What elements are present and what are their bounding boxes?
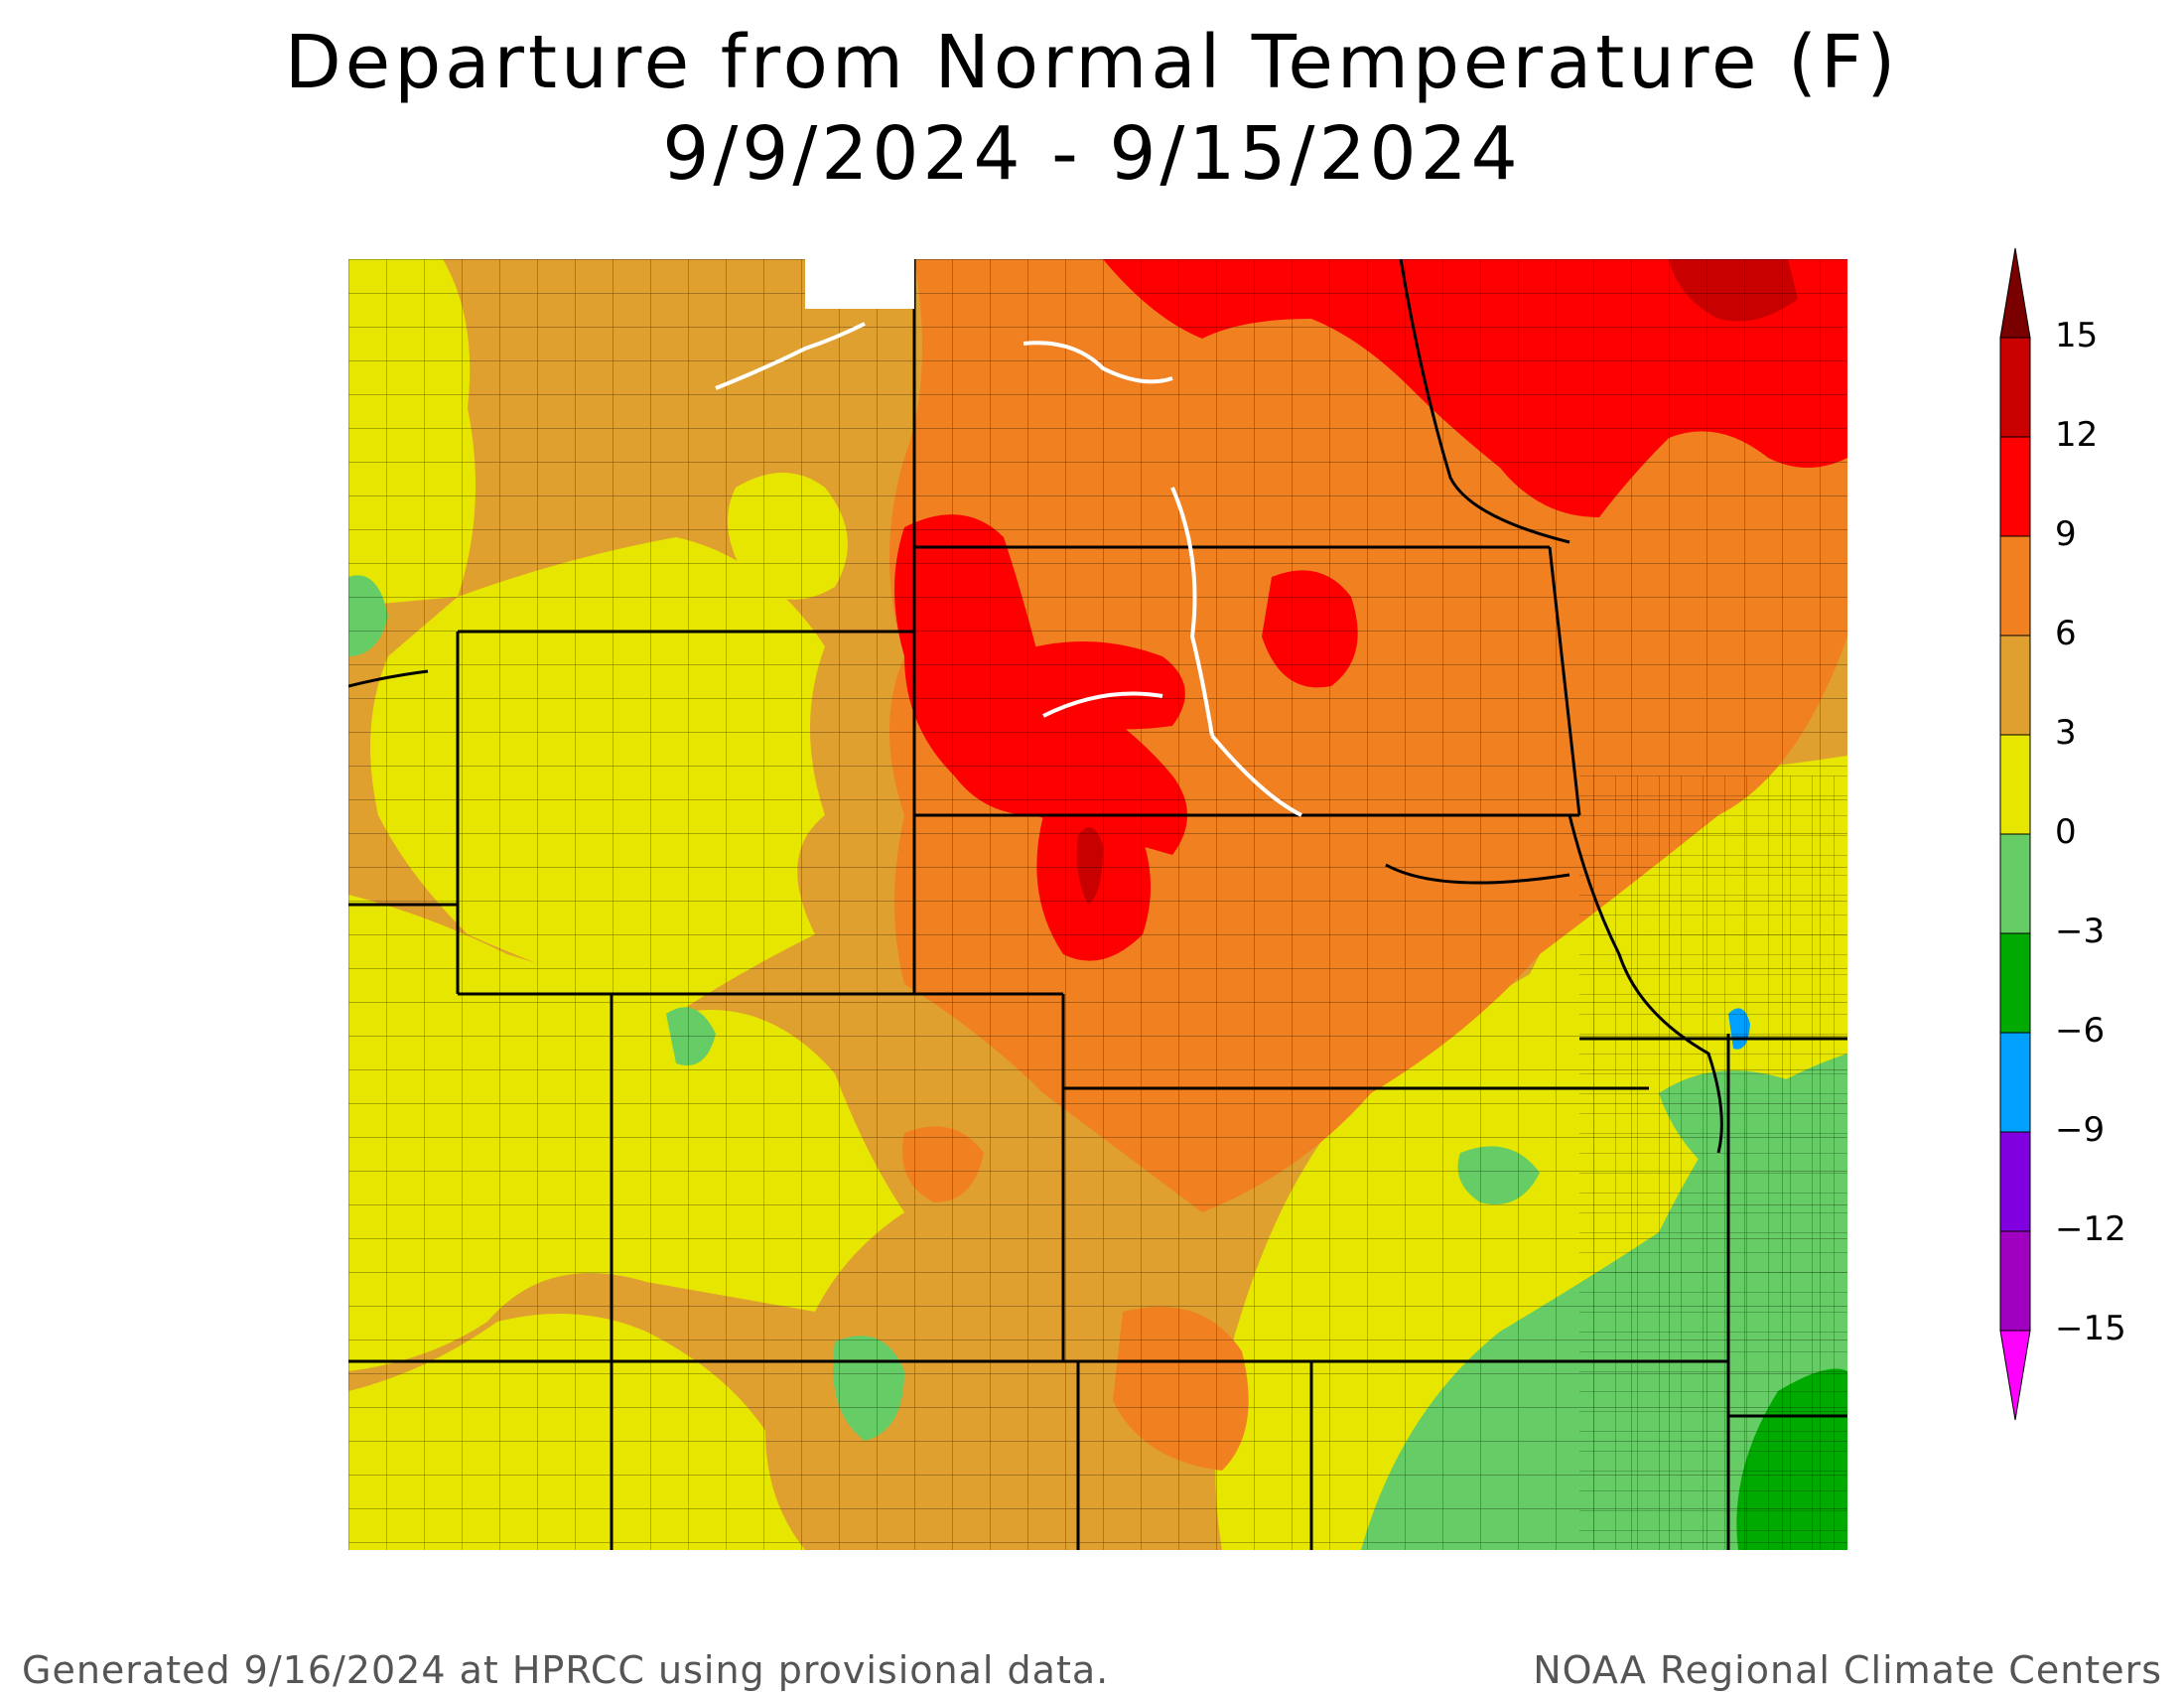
source-credit: NOAA Regional Climate Centers (1533, 1648, 2162, 1692)
legend-bin (1999, 1330, 2031, 1421)
legend-tick-label: 0 (2055, 812, 2077, 852)
state-borders (348, 259, 1847, 1550)
temperature-departure-map (348, 259, 1847, 1550)
generation-note: Generated 9/16/2024 at HPRCC using provi… (22, 1648, 1110, 1692)
legend-bin (1999, 932, 2031, 1034)
county-lines-fine (1579, 776, 1847, 1550)
legend-bin (1999, 337, 2031, 438)
legend-tick-label: 9 (2055, 514, 2077, 554)
legend-bin (1999, 247, 2031, 339)
rivers-lakes (715, 322, 1302, 817)
map-date-range: 9/9/2024 - 9/15/2024 (662, 111, 1522, 197)
legend-bin (1999, 634, 2031, 736)
legend-tick-label: −9 (2055, 1110, 2106, 1150)
color-legend (1999, 247, 2031, 1421)
legend-tick-label: −12 (2055, 1209, 2126, 1249)
map-title: Departure from Normal Temperature (F) (284, 20, 1900, 105)
missing-data-patch (805, 259, 914, 309)
legend-bin (1999, 1032, 2031, 1133)
legend-bin (1999, 734, 2031, 835)
legend-tick-label: 15 (2055, 316, 2099, 355)
legend-tick-label: 3 (2055, 713, 2077, 753)
legend-tick-label: 12 (2055, 415, 2099, 455)
legend-tick-label: −6 (2055, 1011, 2106, 1051)
legend-tick-label: 6 (2055, 614, 2077, 653)
legend-bin (1999, 436, 2031, 537)
legend-tick-label: −3 (2055, 912, 2106, 951)
legend-bin (1999, 833, 2031, 934)
legend-bin (1999, 535, 2031, 636)
legend-tick-label: −15 (2055, 1309, 2126, 1348)
legend-bin (1999, 1131, 2031, 1232)
legend-bin (1999, 1230, 2031, 1332)
